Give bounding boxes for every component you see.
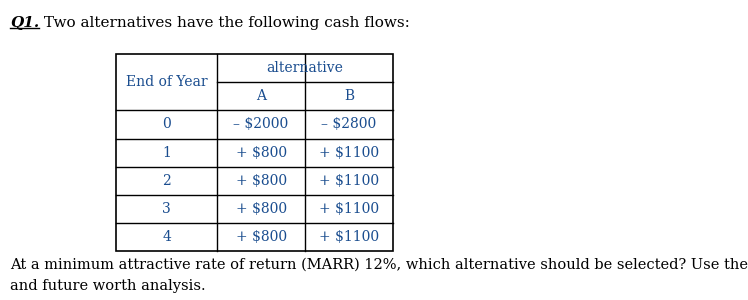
Text: + $800: + $800 — [236, 230, 286, 244]
Text: Two alternatives have the following cash flows:: Two alternatives have the following cash… — [39, 16, 410, 30]
Text: B: B — [344, 89, 354, 103]
Text: End of Year: End of Year — [126, 75, 207, 89]
Text: + $1100: + $1100 — [319, 174, 379, 188]
Text: – $2800: – $2800 — [322, 117, 376, 131]
Text: + $1100: + $1100 — [319, 146, 379, 160]
Text: A: A — [256, 89, 266, 103]
Text: alternative: alternative — [266, 61, 343, 75]
Text: 3: 3 — [162, 202, 171, 216]
Text: Q1.: Q1. — [10, 16, 40, 30]
Text: 0: 0 — [162, 117, 171, 131]
Text: 1: 1 — [162, 146, 171, 160]
Text: + $800: + $800 — [236, 202, 286, 216]
Text: + $1100: + $1100 — [319, 230, 379, 244]
Bar — [117, 54, 393, 251]
Text: + $800: + $800 — [236, 146, 286, 160]
Text: + $800: + $800 — [236, 174, 286, 188]
Text: At a minimum attractive rate of return (MARR) 12%, which alternative should be s: At a minimum attractive rate of return (… — [10, 258, 748, 293]
Text: – $2000: – $2000 — [233, 117, 289, 131]
Text: 2: 2 — [162, 174, 171, 188]
Text: 4: 4 — [162, 230, 171, 244]
Text: + $1100: + $1100 — [319, 202, 379, 216]
